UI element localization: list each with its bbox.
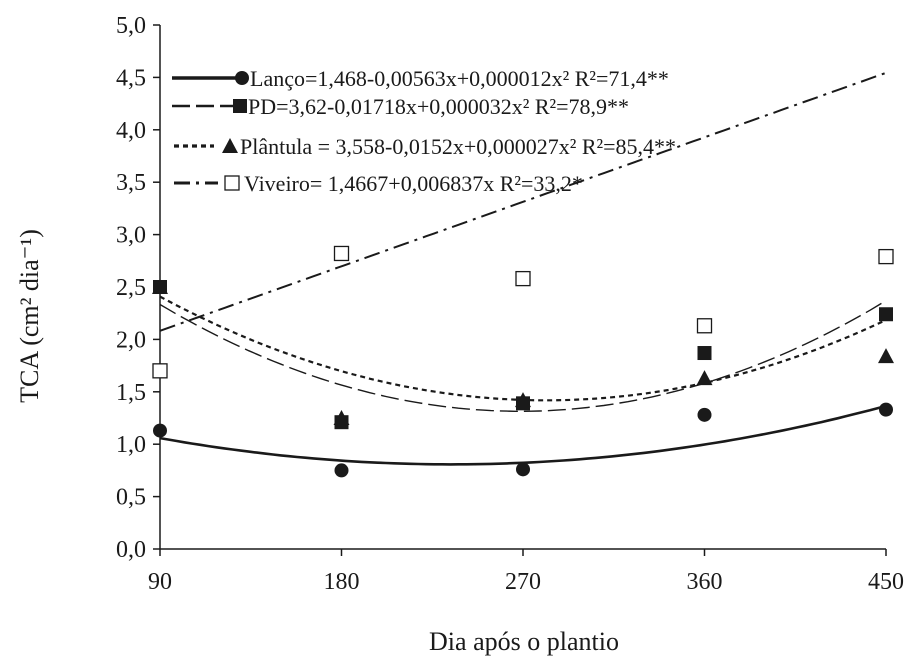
data-point-open-square <box>333 245 350 262</box>
legend-entry: Plântula = 3,558-0,0152x+0,000027x² R²=8… <box>240 134 676 159</box>
y-tick-label: 1,0 <box>116 432 146 458</box>
x-tick-label: 450 <box>868 569 904 595</box>
legend-marker-filled-triangle <box>222 138 238 153</box>
y-tick-label: 2,0 <box>116 327 146 353</box>
data-point-filled-circle <box>516 462 530 477</box>
data-point-filled-square <box>697 346 712 361</box>
data-point-filled-triangle <box>878 348 894 364</box>
data-point-filled-square <box>879 307 893 322</box>
data-markers <box>152 245 894 478</box>
legend-marker-filled-circle <box>235 71 249 85</box>
legend-entry: Viveiro= 1,4667+0,006837x R²=33,2* <box>244 171 583 196</box>
y-tick-label: 3,5 <box>116 170 146 196</box>
fit-line-dash-dot <box>159 71 887 332</box>
fit-line-short-dash <box>159 295 887 402</box>
x-tick-label: 360 <box>687 569 723 595</box>
x-tick-label: 180 <box>324 569 360 595</box>
data-point-filled-triangle <box>152 279 168 294</box>
y-tick-label: 1,5 <box>116 380 146 406</box>
fit-line-long-dash <box>159 300 887 412</box>
data-point-filled-circle <box>697 407 712 422</box>
fit-line-solid <box>159 404 887 466</box>
data-point-open-square <box>878 248 894 265</box>
x-tick-label: 90 <box>148 569 172 595</box>
y-tick-label: 2,5 <box>116 275 146 301</box>
legend-entry: PD=3,62-0,01718x+0,000032x² R²=78,9** <box>248 94 629 119</box>
data-point-filled-triangle <box>333 410 350 425</box>
y-tick-label: 4,0 <box>116 118 146 144</box>
legend-marker-filled-square <box>233 99 247 113</box>
y-axis-title: TCA (cm² dia⁻¹) <box>15 229 44 403</box>
legend-entry: Lanço=1,468-0,00563x+0,000012x² R²=71,4*… <box>250 66 669 91</box>
y-tick-label: 0,5 <box>116 485 146 511</box>
x-tick-label: 270 <box>505 569 541 595</box>
legend: Lanço=1,468-0,00563x+0,000012x² R²=71,4*… <box>172 66 676 196</box>
axes: 0,0 0,5 1,0 1,5 2,0 2,5 3,0 3,5 4,0 4,5 5,0 90 180 27… <box>116 13 904 595</box>
y-tick-label: 5,0 <box>116 13 146 39</box>
data-point-open-square <box>696 318 713 334</box>
data-point-filled-circle <box>334 463 349 478</box>
data-point-filled-circle <box>879 402 893 417</box>
data-point-filled-triangle <box>696 370 713 386</box>
legend-marker-open-square <box>224 175 240 191</box>
data-point-filled-triangle <box>515 392 531 408</box>
data-point-filled-circle <box>153 423 167 438</box>
data-point-open-square <box>515 270 531 287</box>
x-axis-title: Dia após o plantio <box>429 627 619 656</box>
y-tick-label: 4,5 <box>116 65 146 91</box>
y-tick-label: 3,0 <box>116 223 146 249</box>
y-tick-label: 0,0 <box>116 537 146 563</box>
data-point-open-square <box>152 363 168 379</box>
